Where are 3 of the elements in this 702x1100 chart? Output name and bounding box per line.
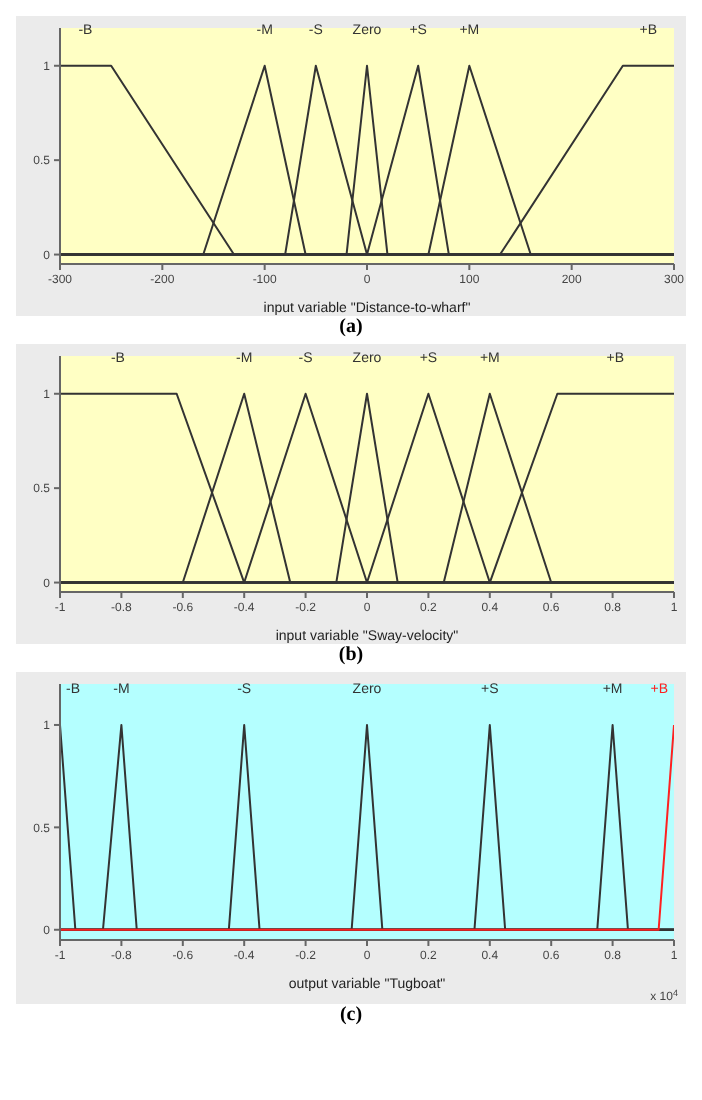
text: (a) — [16, 316, 686, 344]
text: (b) — [16, 644, 686, 672]
text: (c) — [16, 1004, 686, 1032]
